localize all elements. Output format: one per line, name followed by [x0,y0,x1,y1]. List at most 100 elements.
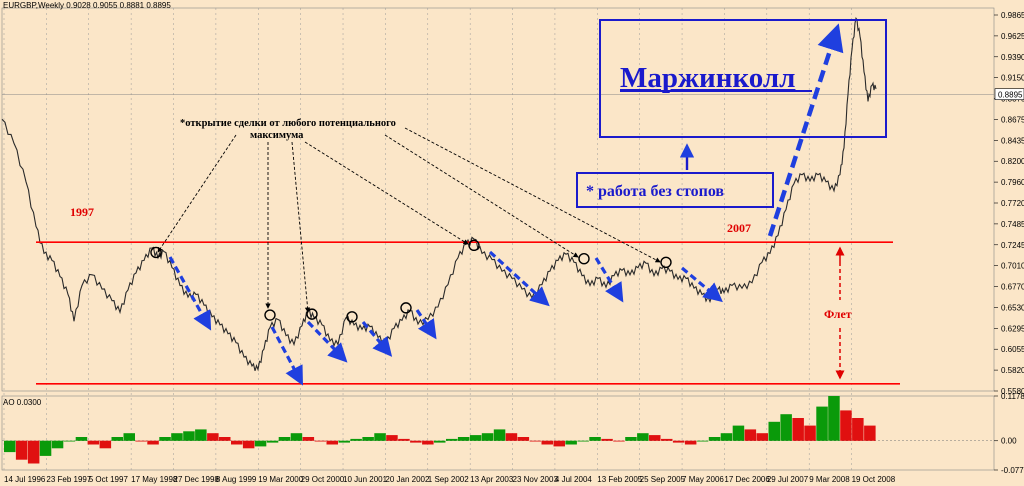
year-2007-label: 2007 [727,221,751,235]
ao-bar [601,438,613,441]
ao-bar [517,437,530,441]
ao-bar [553,440,565,447]
annotation-arrow [157,134,237,253]
current-price-label: 0.8895 [998,91,1023,100]
ao-bar [219,437,231,441]
trade-arrow [361,320,393,357]
ao-bar [804,425,816,441]
ao-bar [123,433,135,441]
x-tick-label: 20 Jan 2002 [385,475,430,484]
y-tick-label: 0.6055 [1001,345,1024,354]
entry-point-circle [264,309,276,321]
ao-bar [159,437,171,441]
y-tick-label: 0.6530 [1001,303,1024,312]
x-tick-label: 29 Jul 2007 [767,475,809,484]
ao-bar [266,440,279,443]
y-tick-label: 0.9625 [1001,32,1024,41]
ao-bar [111,437,123,441]
ao-bar [661,438,673,441]
ao-bar [744,429,757,441]
y-tick-label: 0.9865 [1001,11,1024,20]
y-tick-label: 0.7960 [1001,178,1024,187]
x-tick-label: 9 Mar 2008 [809,475,850,484]
y-tick-label: 0.7485 [1001,220,1024,229]
ao-bar [135,440,147,442]
x-tick-label: 23 Nov 2003 [513,475,559,484]
ao-bar [505,433,518,441]
ao-bar [780,414,792,441]
trade-arrow [680,266,723,303]
annotation-arrow [404,127,661,263]
no-stops-label: * работа без стопов [586,183,724,200]
ao-label: AO 0.0300 [3,398,42,407]
annotation-arrow [304,141,469,245]
ao-bar [39,440,52,456]
x-tick-label: 13 Apr 2003 [470,475,514,484]
ao-bar [63,440,76,442]
y-tick-label: 0.6295 [1001,324,1024,333]
ao-bar [720,433,733,441]
ao-bar [672,440,685,443]
ao-bar [457,437,470,441]
ao-bar [708,437,721,441]
ao-bar [649,435,661,441]
trade-arrow [594,257,624,303]
x-tick-label: 13 Feb 2005 [597,475,642,484]
ao-bar [732,425,745,441]
trade-arrow [306,320,348,363]
ao-bar [481,433,494,441]
ao-bar [696,440,709,442]
open-trade-note-line2: максимума [250,130,304,141]
ao-bar [792,418,804,441]
y-tick-label: 0.6770 [1001,283,1024,292]
x-tick-label: 29 Oct 2000 [301,475,345,484]
ao-bar [195,429,207,441]
ao-bar [864,425,876,441]
y-tick-label: 0.5580 [1001,387,1024,396]
x-tick-label: 5 Oct 1997 [89,475,129,484]
ao-bar [242,440,255,449]
year-1997-label: 1997 [70,205,94,219]
ao-y-tick-label: 0.00 [1001,437,1017,446]
x-tick-label: 14 Jul 1996 [4,475,46,484]
ao-bar [434,440,446,443]
ao-bar [493,429,506,441]
ao-y-tick-label: 0.1178 [1001,392,1024,401]
ao-bar [541,440,553,445]
ao-bar [51,440,64,449]
x-tick-label: 25 Sep 2005 [640,475,686,484]
x-tick-label: 23 Feb 1997 [46,475,91,484]
chart-header: EURGBP,Weekly 0.9028 0.9055 0.8881 0.889… [3,1,171,10]
entry-point-circle [468,239,480,252]
trade-arrow [415,309,437,340]
x-tick-label: 17 May 1998 [131,475,178,484]
y-tick-label: 0.8675 [1001,115,1024,124]
entry-point-circle [578,253,590,265]
entry-point-circle [660,256,672,268]
trade-arrow [168,256,212,331]
ao-bar [529,440,542,442]
ao-bar [302,437,315,441]
y-tick-label: 0.8435 [1001,136,1024,145]
margin-call-box [599,19,887,138]
ao-bar [99,440,112,449]
margin-call-label: Маржинколл [620,62,795,94]
current-price-box [994,88,1024,101]
y-tick-label: 0.8200 [1001,157,1024,166]
ao-bar [207,433,219,441]
trade-arrow [270,326,303,386]
x-tick-label: 27 Dec 1998 [174,475,220,484]
entry-point-circle [306,308,318,320]
ao-bar [183,431,195,441]
ao-bar [278,437,291,441]
flat-label: Флет [824,307,852,321]
ao-bar [231,440,243,445]
ao-bar [469,435,482,441]
no-stops-box [576,172,774,208]
y-tick-label: 0.5820 [1001,366,1024,375]
ao-bar [75,437,88,441]
x-tick-label: 17 Dec 2006 [724,475,770,484]
ao-bar [684,440,697,445]
ao-bar [254,440,267,447]
